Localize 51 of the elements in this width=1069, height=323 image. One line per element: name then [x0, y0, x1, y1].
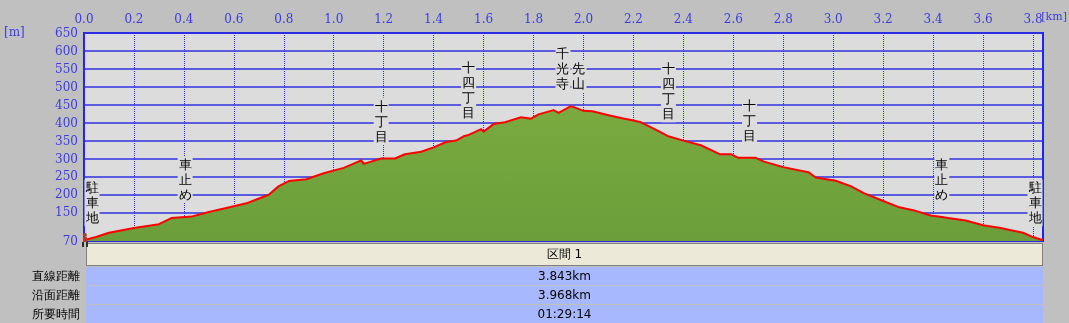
- x-tick-label: 0.0: [74, 12, 94, 26]
- annotation: 車止め: [935, 156, 949, 202]
- annotation: 十丁目: [374, 98, 388, 144]
- x-tick-label: 1.6: [474, 12, 494, 26]
- x-tick-label: 3.2: [873, 12, 893, 26]
- y-tick-label: 400: [55, 115, 78, 130]
- x-tick-label: 3.4: [923, 12, 944, 26]
- y-tick-label: 650: [55, 26, 78, 40]
- x-tick-label: 2.8: [773, 12, 793, 26]
- x-tick-label: 3.6: [973, 12, 993, 26]
- y-tick-label: 450: [55, 97, 78, 112]
- y-tick-label: 250: [55, 169, 78, 184]
- text: 所要時間: [31, 306, 80, 323]
- text: 沿面距離: [31, 287, 80, 304]
- x-tick-label: 2.2: [623, 12, 643, 26]
- text: 3.843km: [86, 267, 1043, 285]
- y-tick-label: 500: [55, 79, 78, 94]
- annotation: 十四丁目: [462, 59, 476, 120]
- x-tick-label: 0.4: [174, 12, 194, 26]
- x-tick-label: 3.8: [1023, 12, 1043, 26]
- y-tick-label: 150: [55, 205, 78, 220]
- annotation: 十丁目: [743, 97, 757, 143]
- y-tick-label: 300: [55, 151, 78, 166]
- x-tick-label: 0.6: [224, 12, 244, 26]
- y-tick-label: 600: [55, 43, 78, 58]
- annotation: 駐車地: [1027, 180, 1042, 226]
- x-tick-label: 1.4: [424, 12, 444, 26]
- annotation: 先山: [572, 61, 586, 92]
- text: 01:29:14: [86, 305, 1043, 323]
- x-tick-label: 1.2: [374, 12, 394, 26]
- annotation: 車止め: [178, 156, 192, 202]
- text: 区間 1: [86, 243, 1043, 266]
- x-tick-label: 2.6: [723, 12, 743, 26]
- x-tick-label: 2.4: [673, 12, 694, 26]
- y-axis-title: [m]: [4, 25, 25, 39]
- y-tick-label: 550: [55, 61, 78, 76]
- text: 3.968km: [86, 286, 1043, 304]
- y-tick-label: 350: [55, 133, 78, 148]
- x-tick-label: 0.2: [124, 12, 144, 26]
- x-tick-label: 1.0: [324, 12, 344, 26]
- x-tick-label: 2.0: [573, 12, 594, 26]
- y-tick-label: 200: [55, 187, 78, 202]
- annotation: 駐車地: [84, 180, 99, 226]
- x-tick-label: 3.0: [823, 12, 843, 26]
- y-tick-label: 70: [62, 234, 78, 248]
- annotation: 千光寺: [556, 46, 570, 92]
- text: 直線距離: [31, 268, 80, 285]
- annotation: 十四丁目: [661, 61, 675, 122]
- x-tick-label: 0.8: [274, 12, 294, 26]
- x-axis-title: [km]: [1041, 10, 1068, 23]
- x-tick-label: 1.8: [523, 12, 544, 26]
